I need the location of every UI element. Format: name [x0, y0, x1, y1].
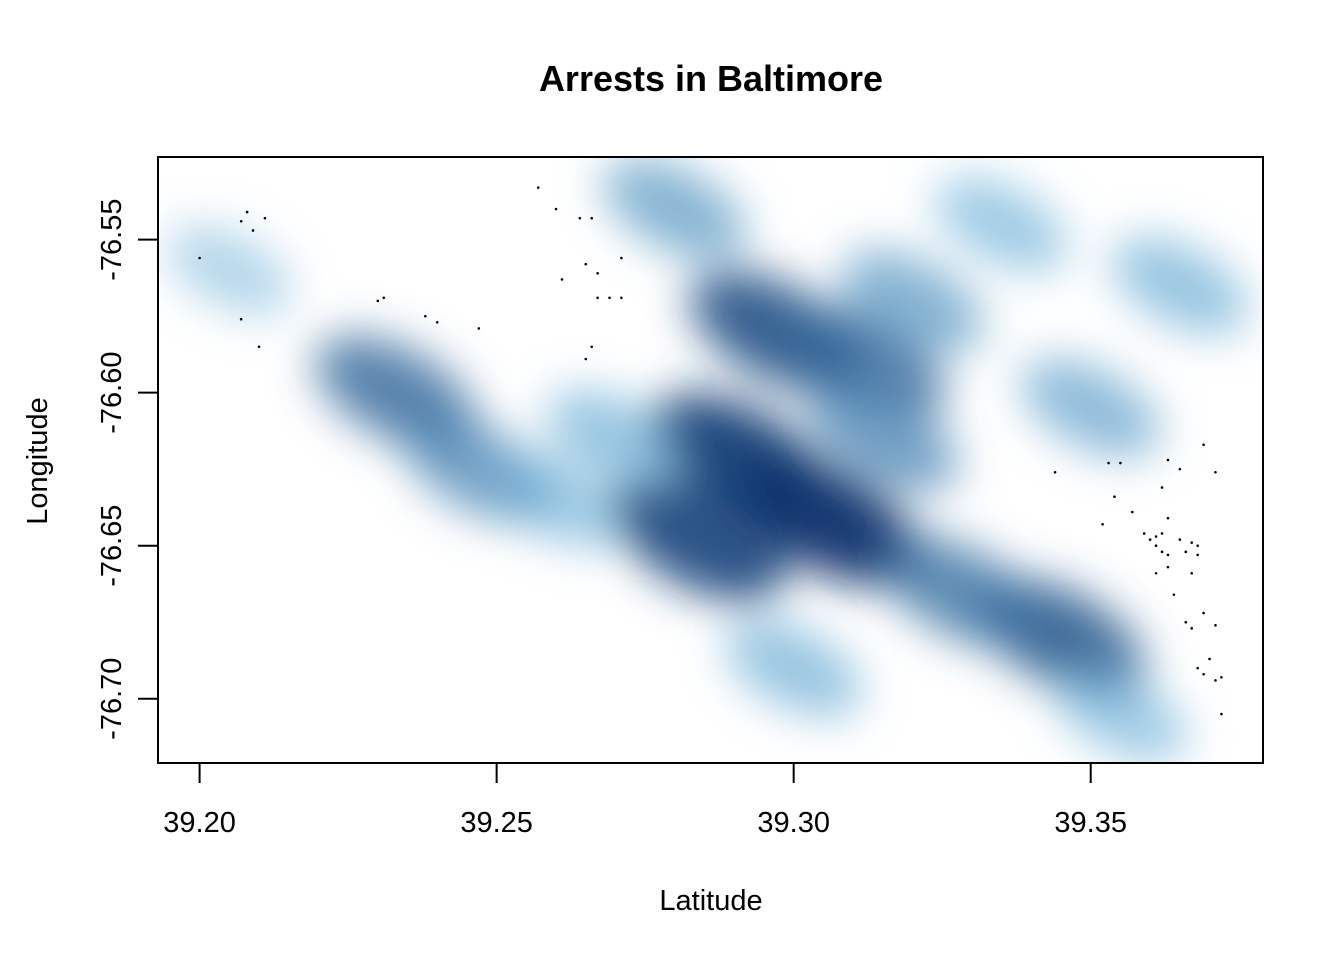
density-hotspot-20 — [547, 390, 684, 488]
arrest-point-60 — [1202, 672, 1205, 676]
density-hotspot-19 — [1054, 666, 1187, 762]
arrest-point-38 — [1142, 532, 1146, 535]
y-tick-label-2: -76.60 — [96, 352, 128, 434]
arrest-point-44 — [1166, 553, 1170, 557]
density-hotspot-16 — [725, 619, 862, 717]
arrest-point-49 — [1196, 553, 1199, 557]
arrest-point-7 — [257, 345, 261, 349]
density-hotspot-12 — [1021, 358, 1161, 458]
y-tick-label-3: -76.65 — [96, 505, 128, 587]
arrest-point-22 — [608, 296, 611, 300]
x-tick-label-3: 39.30 — [757, 807, 830, 839]
arrest-point-10 — [424, 314, 427, 318]
arrest-point-37 — [1166, 516, 1170, 520]
arrest-point-34 — [1202, 443, 1205, 446]
arrest-point-15 — [578, 216, 582, 220]
arrest-point-41 — [1148, 538, 1152, 541]
density-layer — [166, 158, 1248, 762]
density-hotspot-15 — [490, 452, 622, 548]
y-tick-label-4: -76.70 — [96, 658, 128, 740]
arrest-point-57 — [1214, 623, 1217, 627]
arrest-point-42 — [1154, 544, 1158, 547]
density-hotspot-17 — [807, 385, 958, 492]
chart-title: Arrests in Baltimore — [539, 58, 883, 99]
arrest-point-3 — [251, 229, 255, 232]
density-hotspot-13 — [1112, 237, 1248, 335]
arrest-point-25 — [584, 357, 588, 361]
x-axis-label: Latitude — [659, 885, 762, 917]
arrest-point-61 — [1214, 679, 1217, 682]
arrest-point-13 — [536, 186, 540, 189]
density-hotspot-7 — [881, 535, 1039, 648]
arrest-point-45 — [1178, 538, 1182, 541]
arrest-point-36 — [1160, 486, 1164, 489]
arrest-point-59 — [1196, 666, 1199, 670]
x-axis: 39.20 39.25 39.30 39.35 — [163, 763, 1127, 839]
density-hotspot-14 — [166, 225, 292, 316]
arrest-point-17 — [620, 256, 623, 260]
arrest-point-23 — [620, 296, 623, 300]
arrest-point-33 — [1178, 467, 1182, 471]
arrest-point-46 — [1190, 541, 1194, 544]
arrest-point-58 — [1208, 657, 1211, 661]
density-hotspot-18 — [935, 177, 1068, 272]
arrest-point-9 — [382, 296, 386, 300]
arrest-point-21 — [596, 296, 599, 300]
arrest-point-53 — [1172, 593, 1176, 596]
arrest-point-47 — [1196, 544, 1199, 547]
arrest-point-11 — [435, 320, 439, 324]
arrest-point-14 — [554, 207, 558, 211]
arrest-point-4 — [263, 216, 267, 220]
arrest-point-16 — [590, 216, 593, 220]
y-axis: -76.55 -76.60 -76.65 -76.70 — [96, 199, 158, 740]
density-hotspot-3 — [610, 477, 787, 602]
arrest-point-32 — [1166, 458, 1170, 462]
arrest-point-50 — [1154, 571, 1158, 575]
plot-area — [166, 158, 1248, 762]
arrest-point-6 — [239, 317, 243, 321]
arrest-point-28 — [1119, 461, 1122, 465]
arrest-point-56 — [1190, 627, 1194, 630]
density-hotspot-11 — [841, 249, 984, 352]
arrest-point-5 — [245, 210, 249, 214]
arrest-point-24 — [590, 345, 593, 349]
points-layer — [198, 186, 1223, 716]
arrest-point-18 — [584, 262, 588, 266]
arrest-point-62 — [1220, 676, 1223, 679]
arrest-point-20 — [560, 278, 564, 281]
density-hotspot-5 — [784, 304, 946, 420]
x-tick-label-2: 39.25 — [460, 807, 533, 839]
x-tick-label-1: 39.20 — [163, 807, 236, 839]
arrest-point-1 — [198, 256, 201, 260]
arrest-point-55 — [1184, 620, 1188, 624]
arrest-point-2 — [239, 219, 243, 223]
arrest-point-30 — [1131, 510, 1134, 514]
arrest-point-35 — [1214, 470, 1217, 474]
arrest-point-40 — [1160, 532, 1164, 535]
y-tick-label-1: -76.55 — [96, 199, 128, 281]
arrest-point-39 — [1154, 535, 1158, 538]
arrest-point-51 — [1166, 565, 1170, 569]
arrest-point-52 — [1190, 571, 1194, 575]
arrest-point-29 — [1113, 495, 1116, 499]
density-hotspot-10 — [603, 158, 747, 260]
arrest-point-31 — [1101, 522, 1104, 526]
arrest-point-48 — [1184, 550, 1188, 554]
arrest-point-19 — [596, 272, 599, 275]
density-hotspot-2 — [737, 456, 921, 586]
arrest-point-27 — [1107, 461, 1110, 465]
arrest-point-63 — [1220, 712, 1223, 716]
arrest-point-54 — [1202, 611, 1205, 615]
plot-border — [157, 156, 1264, 764]
arrest-point-12 — [477, 327, 481, 330]
y-axis-label: Longitude — [22, 397, 54, 524]
arrest-point-8 — [376, 299, 380, 303]
arrest-point-26 — [1053, 470, 1057, 474]
arrest-point-43 — [1160, 550, 1164, 554]
x-tick-label-4: 39.35 — [1054, 807, 1127, 839]
